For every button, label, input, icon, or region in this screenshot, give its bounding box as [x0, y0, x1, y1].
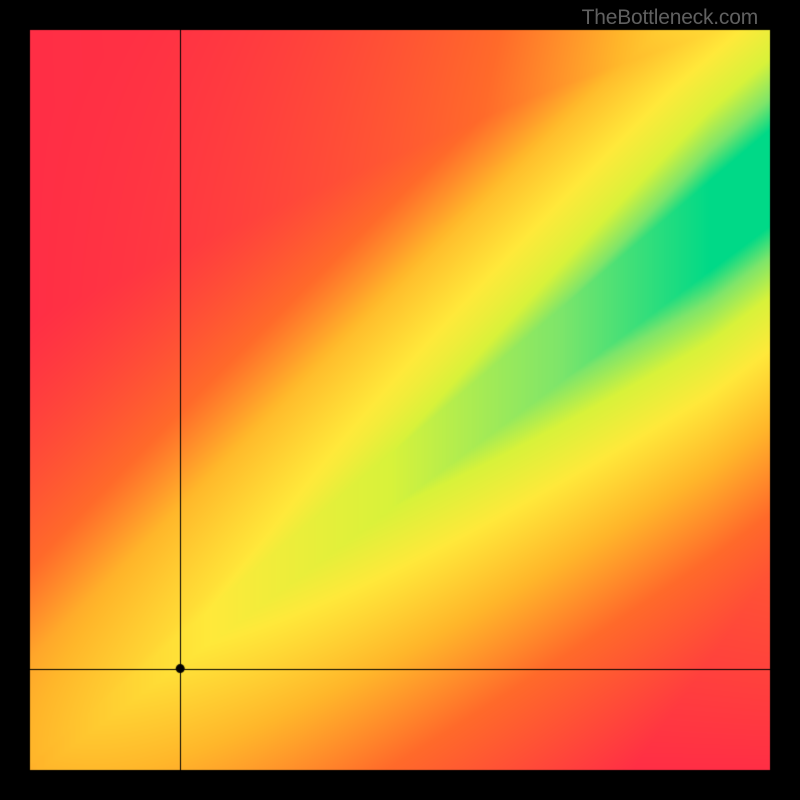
chart-container: TheBottleneck.com — [0, 0, 800, 800]
watermark-text: TheBottleneck.com — [582, 6, 758, 30]
heatmap-canvas — [0, 0, 800, 800]
